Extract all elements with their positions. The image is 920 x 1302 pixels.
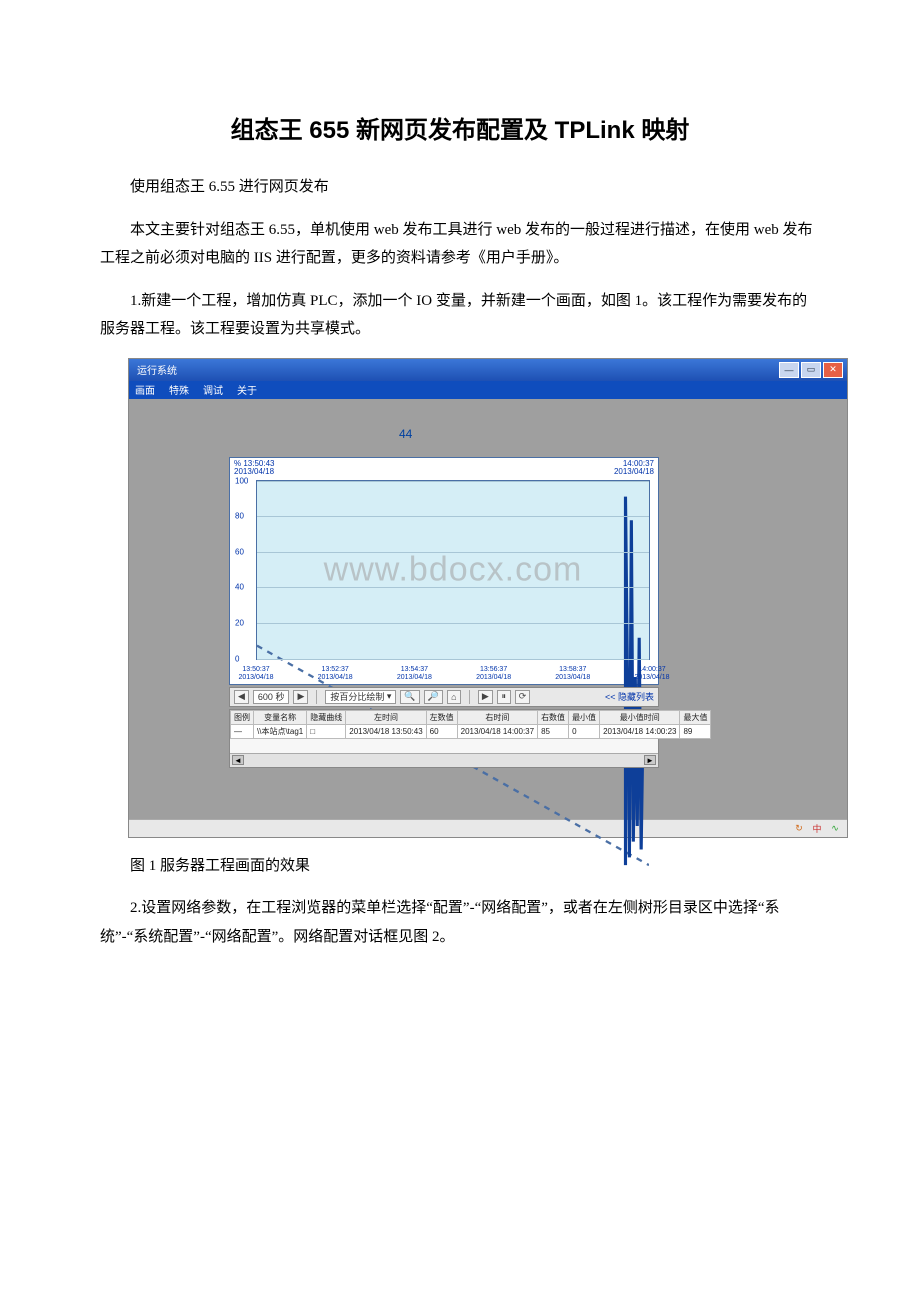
menu-item-special[interactable]: 特殊: [169, 382, 189, 397]
x-tick: 13:58:372013/04/18: [555, 666, 590, 681]
refresh-icon[interactable]: ⟳: [515, 690, 531, 704]
paragraph-2: 1.新建一个工程，增加仿真 PLC，添加一个 IO 变量，并新建一个画面，如图 …: [100, 287, 820, 344]
close-button[interactable]: ✕: [823, 362, 843, 378]
menu-item-about[interactable]: 关于: [237, 382, 257, 397]
x-tick: 13:52:372013/04/18: [318, 666, 353, 681]
menu-item-screen[interactable]: 画面: [135, 382, 155, 397]
client-area: 44 % 13:50:43 2013/04/18 14:00:37 2013/0…: [129, 399, 847, 819]
chart-left-timestamp: % 13:50:43 2013/04/18: [234, 460, 274, 478]
hide-list-toggle[interactable]: << 隐藏列表: [605, 690, 654, 703]
table-header: 右时间: [457, 710, 537, 724]
table-scrollbar[interactable]: ◄ ►: [230, 753, 658, 767]
x-tick: 14:00:372013/04/18: [634, 666, 669, 681]
timespan-value[interactable]: 600 秒: [253, 690, 290, 704]
nav-right-button[interactable]: ▶: [293, 690, 308, 704]
x-tick: 13:56:372013/04/18: [476, 666, 511, 681]
zoom-out-icon[interactable]: 🔎: [424, 690, 443, 704]
live-value: 44: [399, 427, 412, 441]
draw-mode-select[interactable]: 按百分比绘制 ▾: [325, 690, 396, 704]
menubar: 画面 特殊 调试 关于: [129, 381, 847, 399]
chart-right-timestamp: 14:00:37 2013/04/18: [614, 460, 654, 478]
window-titlebar: 运行系统 — ▭ ✕: [129, 359, 847, 381]
table-header: 变量名称: [254, 710, 307, 724]
minimize-button[interactable]: —: [779, 362, 799, 378]
nav-left-button[interactable]: ◀: [234, 690, 249, 704]
variable-table: 图例变量名称隐藏曲线左时间左数值右时间右数值最小值最小值时间最大值—\\本站点\…: [229, 709, 659, 768]
table-header: 最小值: [569, 710, 600, 724]
y-tick: 60: [235, 547, 244, 556]
chart-plot-area: www.bdocx.com 020406080100: [256, 480, 650, 660]
status-icon-2: 中: [811, 822, 823, 834]
table-row[interactable]: —\\本站点\tag1□2013/04/18 13:50:43602013/04…: [231, 724, 711, 738]
y-tick: 20: [235, 618, 244, 627]
pause-icon[interactable]: ⏸: [497, 690, 511, 704]
zoom-in-icon[interactable]: 🔍: [400, 690, 419, 704]
y-tick: 40: [235, 583, 244, 592]
chart-toolbar: ◀ 600 秒 ▶ 按百分比绘制 ▾ 🔍 🔎 ⌂ ▶ ⏸ ⟳ << 隐藏列表: [229, 687, 659, 707]
paragraph-1: 本文主要针对组态王 6.55，单机使用 web 发布工具进行 web 发布的一般…: [100, 216, 820, 273]
table-header: 左数值: [426, 710, 457, 724]
figure-1-screenshot: 运行系统 — ▭ ✕ 画面 特殊 调试 关于 44 % 13:50:43 201…: [128, 358, 848, 838]
play-icon[interactable]: ▶: [478, 690, 493, 704]
trend-chart-panel: % 13:50:43 2013/04/18 14:00:37 2013/04/1…: [229, 457, 659, 685]
table-header: 图例: [231, 710, 254, 724]
table-header: 最大值: [680, 710, 711, 724]
paragraph-3: 2.设置网络参数，在工程浏览器的菜单栏选择“配置”-“网络配置”，或者在左侧树形…: [100, 894, 820, 951]
status-icon-1: ↻: [793, 822, 805, 834]
zoom-reset-icon[interactable]: ⌂: [447, 690, 461, 704]
y-tick: 100: [235, 476, 248, 485]
doc-title: 组态王 655 新网页发布配置及 TPLink 映射: [100, 110, 820, 145]
y-tick: 0: [235, 654, 239, 663]
table-header: 隐藏曲线: [307, 710, 346, 724]
intro-paragraph: 使用组态王 6.55 进行网页发布: [100, 173, 820, 202]
x-tick: 13:54:372013/04/18: [397, 666, 432, 681]
maximize-button[interactable]: ▭: [801, 362, 821, 378]
menu-item-debug[interactable]: 调试: [203, 382, 223, 397]
y-tick: 80: [235, 512, 244, 521]
scroll-right-icon[interactable]: ►: [644, 755, 656, 765]
x-tick: 13:50:372013/04/18: [238, 666, 273, 681]
status-icon-3: ∿: [829, 822, 841, 834]
table-header: 左时间: [346, 710, 426, 724]
scroll-left-icon[interactable]: ◄: [232, 755, 244, 765]
window-title: 运行系统: [133, 362, 777, 377]
table-header: 最小值时间: [600, 710, 680, 724]
table-header: 右数值: [538, 710, 569, 724]
